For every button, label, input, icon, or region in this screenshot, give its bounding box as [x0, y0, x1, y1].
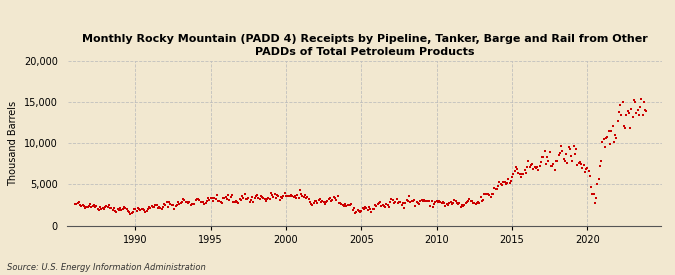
Y-axis label: Thousand Barrels: Thousand Barrels: [8, 100, 18, 186]
Text: Source: U.S. Energy Information Administration: Source: U.S. Energy Information Administ…: [7, 263, 205, 272]
Title: Monthly Rocky Mountain (PADD 4) Receipts by Pipeline, Tanker, Barge and Rail fro: Monthly Rocky Mountain (PADD 4) Receipts…: [82, 34, 647, 57]
